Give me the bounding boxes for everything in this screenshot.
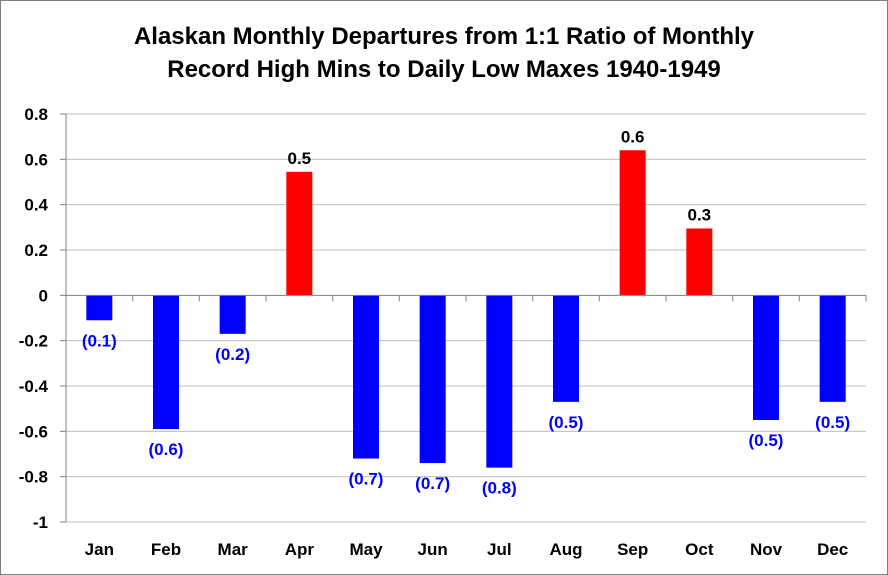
data-label: 0.5 bbox=[288, 149, 312, 168]
y-tick-label: 0.4 bbox=[24, 196, 48, 215]
x-tick-label: Oct bbox=[685, 540, 714, 559]
data-label: (0.7) bbox=[415, 474, 450, 493]
y-tick-label: -0.6 bbox=[19, 422, 48, 441]
chart-title-line-1: Alaskan Monthly Departures from 1:1 Rati… bbox=[133, 23, 755, 50]
x-tick-label: Feb bbox=[151, 540, 181, 559]
data-label: (0.2) bbox=[215, 345, 250, 364]
y-tick-label: -0.4 bbox=[19, 377, 49, 396]
y-tick-label: -0.2 bbox=[19, 332, 48, 351]
data-label: (0.8) bbox=[482, 479, 517, 498]
x-tick-label: Sep bbox=[617, 540, 648, 559]
bar-may bbox=[353, 295, 379, 459]
bar-jan bbox=[86, 295, 113, 321]
bar-aug bbox=[553, 295, 579, 402]
x-tick-label: Jul bbox=[487, 540, 512, 559]
x-tick-label: May bbox=[349, 540, 383, 559]
data-label: (0.5) bbox=[749, 431, 784, 450]
x-tick-label: Jan bbox=[85, 540, 114, 559]
data-label: (0.7) bbox=[349, 470, 384, 489]
bar-dec bbox=[819, 295, 846, 402]
y-tick-label: 0 bbox=[39, 286, 48, 305]
data-label: 0.3 bbox=[688, 205, 712, 224]
bar-mar bbox=[219, 295, 246, 334]
axes: 0.8 0.6 0.4 0.2 0 -0.2 -0.4 -0.6 -0.8 -1 Jan Feb Mar… bbox=[19, 105, 867, 559]
bar-nov bbox=[753, 295, 779, 420]
y-tick-label: -1 bbox=[33, 513, 48, 532]
chart-title-line-2: Record High Mins to Daily Low Maxes 1940… bbox=[167, 56, 721, 83]
x-tick-label: Aug bbox=[549, 540, 582, 559]
y-tick-label: 0.6 bbox=[24, 150, 48, 169]
data-label: (0.5) bbox=[549, 413, 584, 432]
bar-feb bbox=[153, 295, 179, 430]
gridlines bbox=[66, 113, 866, 523]
data-label: (0.6) bbox=[149, 440, 184, 459]
bar-sep bbox=[619, 150, 646, 296]
data-label: (0.5) bbox=[815, 413, 850, 432]
y-tick-label: -0.8 bbox=[19, 468, 48, 487]
y-tick-label: 0.2 bbox=[24, 241, 48, 260]
bar-apr bbox=[286, 171, 313, 296]
x-tick-label: Mar bbox=[218, 540, 249, 559]
bar-oct bbox=[686, 228, 713, 296]
y-tick-label: 0.8 bbox=[24, 105, 48, 124]
data-labels: (0.1) (0.6) (0.2) 0.5 (0.7) (0.7) (0.8) (0.5) 0.… bbox=[82, 127, 850, 497]
bar-jun bbox=[419, 295, 446, 464]
bar-jul bbox=[486, 295, 513, 468]
x-tick-label: Dec bbox=[817, 540, 848, 559]
bars bbox=[86, 150, 846, 468]
x-tick-label: Apr bbox=[285, 540, 315, 559]
data-label: (0.1) bbox=[82, 331, 117, 350]
data-label: 0.6 bbox=[621, 127, 645, 146]
chart-title: Alaskan Monthly Departures from 1:1 Rati… bbox=[0, 20, 888, 86]
x-tick-label: Nov bbox=[750, 540, 783, 559]
x-tick-label: Jun bbox=[418, 540, 448, 559]
